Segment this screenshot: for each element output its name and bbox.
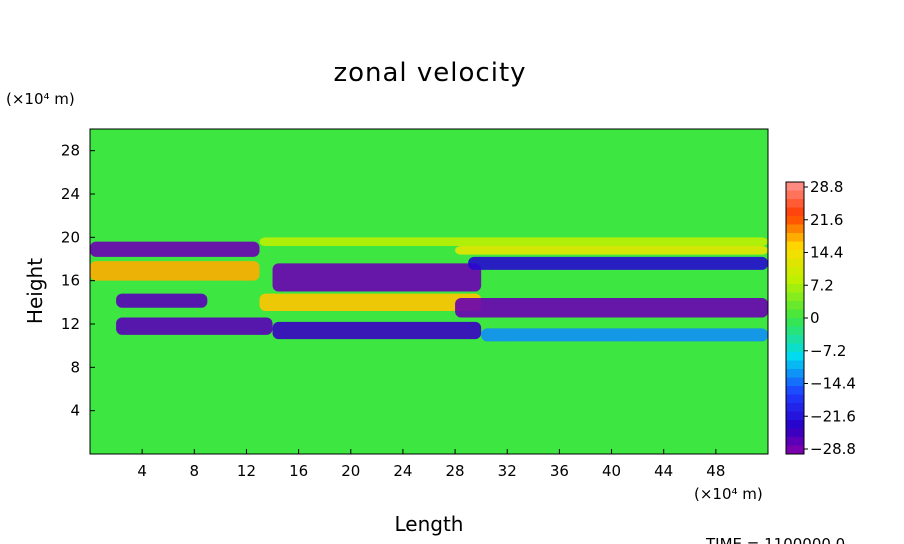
x-tick-label: 12 xyxy=(237,462,256,480)
chart-title: zonal velocity xyxy=(333,58,526,88)
colorbar-cell xyxy=(786,224,804,234)
colorbar-cell xyxy=(786,292,804,302)
colorbar-label: −14.4 xyxy=(810,375,856,393)
colorbar-cell xyxy=(786,267,804,276)
colorbar-cell xyxy=(786,284,804,293)
x-axis-ticks: 4 8 12 16 20 24 28 32 36 40 44 48 xyxy=(137,449,725,480)
velocity-band xyxy=(455,246,768,255)
colorbar-cell xyxy=(786,182,804,191)
velocity-band xyxy=(259,293,482,311)
colorbar-cell xyxy=(786,318,804,327)
y-tick-label: 24 xyxy=(61,185,80,203)
colorbar-cell xyxy=(786,420,804,429)
colorbar-cell xyxy=(786,411,804,421)
x-tick-label: 16 xyxy=(289,462,308,480)
y-tick-label: 28 xyxy=(61,142,80,160)
colorbar: 28.8 21.6 14.4 7.2 0 −7.2 −14.4 −21.6 −28.8 xyxy=(785,178,856,458)
colorbar-cell xyxy=(786,343,804,353)
y-tick-label: 8 xyxy=(70,358,80,376)
colorbar-cell xyxy=(786,258,804,268)
colorbar-cell xyxy=(786,335,804,344)
velocity-band xyxy=(468,256,768,270)
y-axis-unit: (×10⁴ m) xyxy=(6,90,75,108)
colorbar-cell xyxy=(786,233,804,242)
colorbar-label: 14.4 xyxy=(810,244,843,262)
colorbar-label: 0 xyxy=(810,309,820,327)
colorbar-cell xyxy=(786,301,804,310)
colorbar-cell xyxy=(786,250,804,259)
x-tick-label: 36 xyxy=(550,462,569,480)
y-tick-label: 12 xyxy=(61,315,80,333)
colorbar-label: −7.2 xyxy=(810,342,846,360)
colorbar-cell xyxy=(786,377,804,387)
velocity-band xyxy=(116,293,208,308)
colorbar-cell xyxy=(786,445,804,455)
x-tick-label: 40 xyxy=(602,462,621,480)
colorbar-label: 7.2 xyxy=(810,276,834,294)
colorbar-cell xyxy=(786,326,804,336)
y-tick-label: 20 xyxy=(61,228,80,246)
colorbar-cell xyxy=(786,394,804,404)
velocity-band xyxy=(259,237,768,246)
x-tick-label: 48 xyxy=(706,462,725,480)
colorbar-cell xyxy=(786,241,804,251)
velocity-band xyxy=(272,321,482,340)
x-tick-label: 28 xyxy=(446,462,465,480)
x-tick-label: 44 xyxy=(654,462,673,480)
y-axis-label: Height xyxy=(23,258,47,324)
colorbar-cell xyxy=(786,428,804,438)
colorbar-cell xyxy=(786,369,804,378)
colorbar-cell xyxy=(786,309,804,319)
colorbar-cell xyxy=(786,207,804,217)
colorbar-label: 21.6 xyxy=(810,211,843,229)
y-axis-ticks: 4 8 12 16 20 24 28 xyxy=(61,142,95,420)
colorbar-cell xyxy=(786,352,804,361)
y-tick-label: 16 xyxy=(61,272,80,290)
colorbar-label: 28.8 xyxy=(810,178,843,196)
x-tick-label: 8 xyxy=(190,462,200,480)
x-tick-label: 4 xyxy=(137,462,147,480)
x-axis-label: Length xyxy=(395,512,464,536)
x-axis-unit: (×10⁴ m) xyxy=(694,485,763,503)
colorbar-cell xyxy=(786,199,804,208)
colorbar-label: −21.6 xyxy=(810,407,856,425)
x-tick-label: 32 xyxy=(498,462,517,480)
velocity-bands xyxy=(90,237,768,342)
velocity-band xyxy=(455,298,768,318)
colorbar-cell xyxy=(786,386,804,395)
colorbar-cell xyxy=(786,216,804,225)
velocity-band xyxy=(481,328,768,342)
colorbar-cell xyxy=(786,275,804,285)
colorbar-cell xyxy=(786,360,804,370)
y-tick-label: 4 xyxy=(70,402,80,420)
x-tick-label: 24 xyxy=(393,462,412,480)
velocity-band xyxy=(90,241,260,257)
time-footer: TIME = 1100000.0 xyxy=(705,535,845,544)
velocity-band xyxy=(116,317,273,335)
colorbar-cell xyxy=(786,190,804,200)
velocity-band xyxy=(90,261,260,281)
plot-area xyxy=(89,128,769,455)
velocity-band xyxy=(272,263,482,292)
plot-frame xyxy=(89,128,769,455)
colorbar-cell xyxy=(786,403,804,412)
x-tick-label: 20 xyxy=(341,462,360,480)
colorbar-cell xyxy=(786,437,804,446)
colorbar-label: −28.8 xyxy=(810,440,856,458)
